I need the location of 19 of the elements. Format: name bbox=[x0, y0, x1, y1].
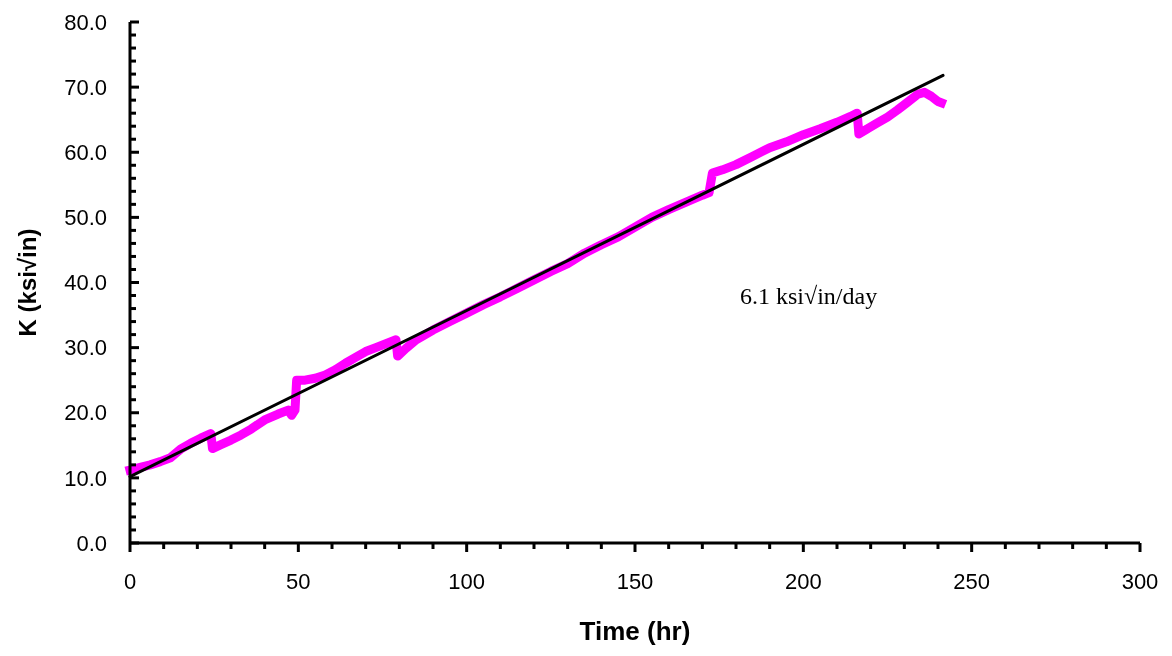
y-tick-label: 20.0 bbox=[64, 400, 107, 426]
y-tick-label: 70.0 bbox=[64, 74, 107, 100]
y-tick-label: 10.0 bbox=[64, 465, 107, 491]
y-tick-label: 0.0 bbox=[76, 530, 107, 556]
y-axis-title: K (ksi√in) bbox=[14, 228, 41, 337]
y-tick-label: 50.0 bbox=[64, 205, 107, 231]
x-tick-label: 200 bbox=[784, 569, 822, 594]
x-tick-label: 50 bbox=[286, 569, 311, 594]
y-tick-label: 80.0 bbox=[64, 9, 107, 35]
annotation: 6.1 ksi√in/day bbox=[740, 283, 878, 309]
x-tick-label: 300 bbox=[1121, 569, 1159, 594]
y-tick-label: 30.0 bbox=[64, 335, 107, 361]
y-tick-label: 60.0 bbox=[64, 139, 107, 165]
x-tick-label: 100 bbox=[448, 569, 486, 594]
x-axis-title: Time (hr) bbox=[579, 616, 691, 646]
x-tick-label: 250 bbox=[953, 569, 991, 594]
y-tick-label: 40.0 bbox=[64, 270, 107, 296]
x-tick-label: 150 bbox=[616, 569, 654, 594]
x-tick-label: 0 bbox=[123, 569, 137, 594]
